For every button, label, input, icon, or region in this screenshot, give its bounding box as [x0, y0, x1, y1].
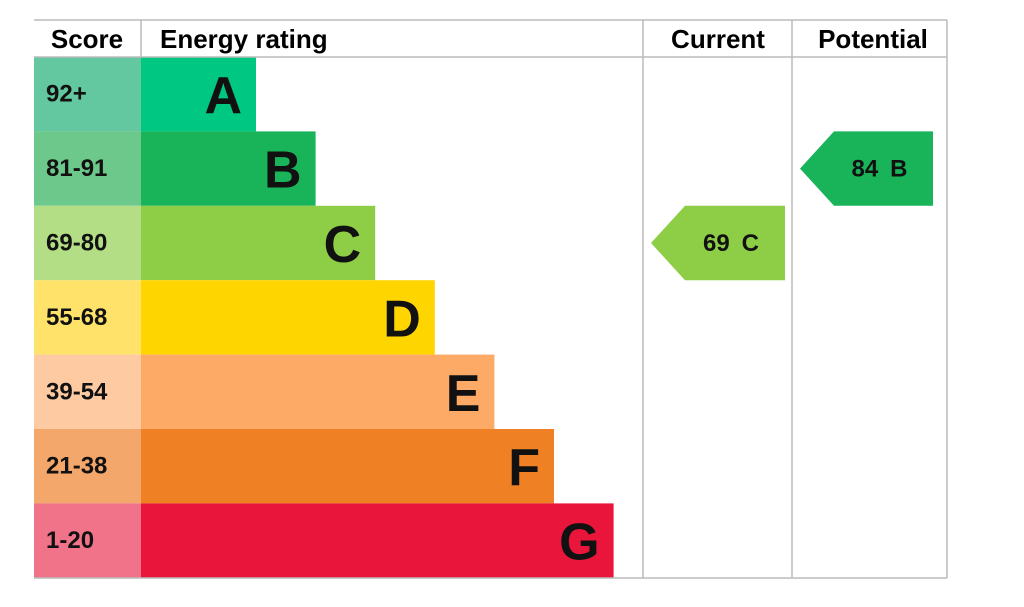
rating-bar: [141, 429, 554, 504]
current-label: 69 C: [703, 230, 759, 257]
rating-letter: D: [383, 290, 421, 348]
rating-letter: G: [559, 514, 599, 572]
rating-bar: [141, 280, 435, 355]
rating-bar: [141, 503, 614, 578]
score-cell: [34, 503, 141, 578]
score-range: 55-68: [46, 304, 107, 331]
rating-letter: A: [204, 67, 242, 125]
header-current: Current: [671, 24, 765, 54]
header-potential: Potential: [818, 24, 928, 54]
rating-letter: E: [446, 365, 481, 423]
rating-letter: C: [324, 216, 362, 274]
score-cell: [34, 131, 141, 206]
potential-value: 84: [851, 155, 878, 182]
rating-bar: [141, 354, 495, 429]
potential-label: 84 B: [851, 155, 907, 182]
current-arrow: [651, 205, 785, 281]
score-cell: [34, 429, 141, 504]
header-score: Score: [51, 24, 123, 54]
score-cell: [34, 205, 141, 281]
rating-bar: [141, 57, 256, 132]
score-cell: [34, 57, 141, 132]
score-range: 21-38: [46, 453, 107, 480]
header-energy-rating: Energy rating: [160, 24, 328, 54]
score-range: 39-54: [46, 378, 108, 405]
score-range: 92+: [46, 81, 87, 108]
score-range: 81-91: [46, 155, 107, 182]
rating-bar: [141, 131, 316, 206]
rating-letter: B: [264, 142, 302, 200]
score-range: 69-80: [46, 230, 107, 257]
potential-arrow: [800, 131, 933, 206]
rating-bar: [141, 205, 376, 281]
current-rating: C: [742, 230, 759, 257]
rating-letter: F: [508, 439, 540, 497]
potential-rating: B: [890, 155, 907, 182]
current-value: 69: [703, 230, 730, 257]
frame: [34, 19, 948, 579]
score-cell: [34, 354, 141, 429]
score-cell: [34, 280, 141, 355]
score-range: 1-20: [46, 527, 94, 554]
